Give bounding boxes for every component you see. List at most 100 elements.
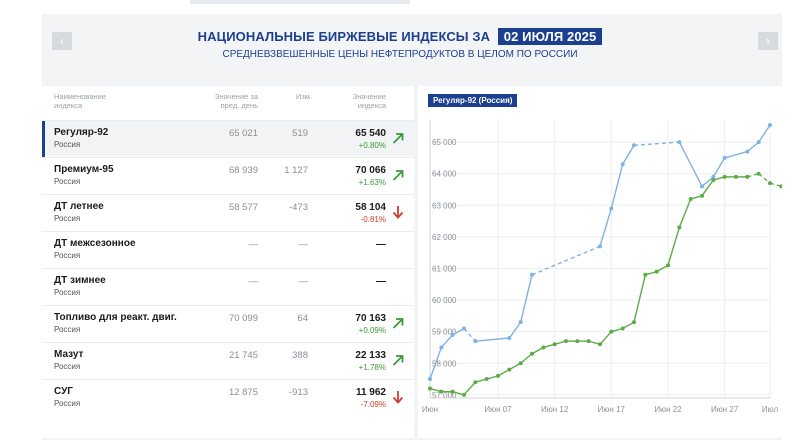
row-change: 388 (292, 350, 308, 361)
series-0-segment (712, 157, 726, 178)
x-tick-label: Июн 07 (484, 405, 512, 414)
table-row[interactable]: ДТ межсезонное Россия — — — (42, 231, 414, 267)
prev-date-button[interactable]: ‹ (52, 32, 72, 50)
column-header-change-line1: Изм. (295, 92, 312, 101)
row-percent: +0.80% (358, 141, 386, 150)
y-tick-label: 59 000 (432, 328, 457, 337)
row-region: Россия (54, 140, 81, 149)
table-row[interactable]: Премиум-95 Россия 68 939 1 127 70 066 +1.63% (42, 157, 414, 193)
series-0-segment (475, 337, 510, 342)
column-header-prev: Значение за пред. день (208, 92, 258, 110)
row-name: Топливо для реакт. двиг. (54, 312, 177, 323)
series-1-point (552, 342, 557, 347)
series-1-point (598, 342, 602, 347)
series-1-point (688, 196, 693, 201)
trend-up-arrow-icon (392, 168, 404, 182)
series-0-point (518, 320, 523, 325)
row-change: 519 (292, 128, 308, 139)
row-name: ДТ летнее (54, 201, 104, 212)
chevron-left-icon: ‹ (60, 34, 64, 48)
row-region: Россия (54, 251, 81, 260)
series-1-segment (463, 381, 476, 396)
trend-down-arrow-icon (392, 390, 404, 404)
top-strip (0, 0, 800, 8)
column-header-name: Наименование индекса (54, 92, 106, 110)
x-tick-label: Июн 27 (711, 405, 739, 414)
series-0-segment (758, 124, 771, 143)
row-percent: +1.78% (358, 363, 386, 372)
series-0-point (439, 345, 444, 350)
y-tick-label: 63 000 (432, 201, 457, 210)
trend-up-arrow-icon (392, 131, 404, 145)
row-name: СУГ (54, 386, 73, 397)
x-tick-label: Июн 12 (541, 405, 569, 414)
y-tick-label: 65 000 (432, 138, 457, 147)
series-0-point (620, 162, 625, 167)
row-percent: +1.63% (358, 178, 386, 187)
series-0-segment (678, 141, 703, 187)
series-1-point (711, 178, 716, 183)
series-1-segment (622, 321, 635, 330)
series-1-point (428, 386, 432, 391)
series-1-segment (520, 353, 533, 364)
row-prev-value: — (248, 239, 259, 250)
series-1-point (643, 272, 648, 277)
series-1-segment (667, 227, 681, 266)
row-region: Россия (54, 214, 81, 223)
series-0-point (473, 339, 478, 344)
series-1-segment (531, 346, 544, 355)
row-change: 1 127 (284, 165, 308, 176)
series-0-segment (440, 334, 454, 348)
series-0-segment (463, 328, 476, 342)
series-1-point (722, 174, 727, 179)
table-row[interactable]: Мазут Россия 21 745 388 22 133 +1.78% (42, 342, 414, 378)
series-0-segment (429, 347, 442, 380)
series-0-segment (724, 150, 748, 159)
series-0-segment (599, 208, 613, 247)
series-1-point (677, 225, 682, 230)
date-badge[interactable]: 02 ИЮЛЯ 2025 (497, 28, 603, 45)
page-subtitle: СРЕДНЕВЗВЕШЕННЫЕ ЦЕНЫ НЕФТЕПРОДУКТОВ В Ц… (222, 49, 578, 60)
next-date-button[interactable]: › (758, 32, 778, 50)
column-header-change: Изм. (282, 92, 312, 101)
row-change: -913 (288, 387, 308, 398)
series-1-segment (701, 179, 714, 197)
series-1-segment (633, 274, 647, 323)
row-name: ДТ зимнее (54, 275, 106, 286)
table-row[interactable]: ДТ летнее Россия 58 577 -473 58 104 -0.81% (42, 194, 414, 230)
table-row[interactable]: Топливо для реакт. двиг. Россия 70 099 64 70… (42, 305, 414, 341)
table-row[interactable]: СУГ Россия 12 875 -913 11 962 -7.09% (42, 379, 414, 415)
series-1-point (507, 367, 512, 372)
series-1-point (564, 339, 568, 344)
series-0-point (632, 143, 636, 148)
series-1-point (439, 389, 444, 394)
x-tick-label: Июн (422, 405, 438, 414)
series-0-point (768, 123, 772, 128)
series-1-point (473, 380, 478, 385)
table-row[interactable]: Регуляр-92 Россия 65 021 519 65 540 +0.80% (42, 120, 414, 157)
row-value: 58 104 (355, 202, 386, 213)
series-1-segment (656, 264, 669, 273)
row-region: Россия (54, 288, 81, 297)
row-prev-value: 68 939 (228, 165, 258, 176)
row-value: 70 163 (355, 313, 386, 324)
series-0-point (507, 335, 512, 340)
y-tick-label: 57 000 (432, 391, 457, 400)
row-value: 11 962 (355, 387, 386, 398)
y-tick-label: 60 000 (432, 296, 457, 305)
series-1-point (745, 174, 750, 179)
row-value: — (376, 276, 386, 287)
series-0-segment (610, 164, 624, 209)
series-0-point (700, 184, 704, 189)
series-1-point (541, 345, 546, 350)
column-header-name-line2: индекса (54, 101, 83, 110)
trend-up-arrow-icon (392, 316, 404, 330)
row-change: 64 (297, 313, 308, 324)
table-row[interactable]: ДТ зимнее Россия — — — (42, 268, 414, 304)
row-percent: +0.09% (358, 326, 386, 335)
trend-down-arrow-icon (392, 205, 404, 219)
series-0-segment (701, 176, 714, 187)
row-prev-value: 12 875 (228, 387, 258, 398)
column-header-value-line1: Значение (352, 92, 386, 101)
x-tick-label: Июн 22 (654, 405, 682, 414)
